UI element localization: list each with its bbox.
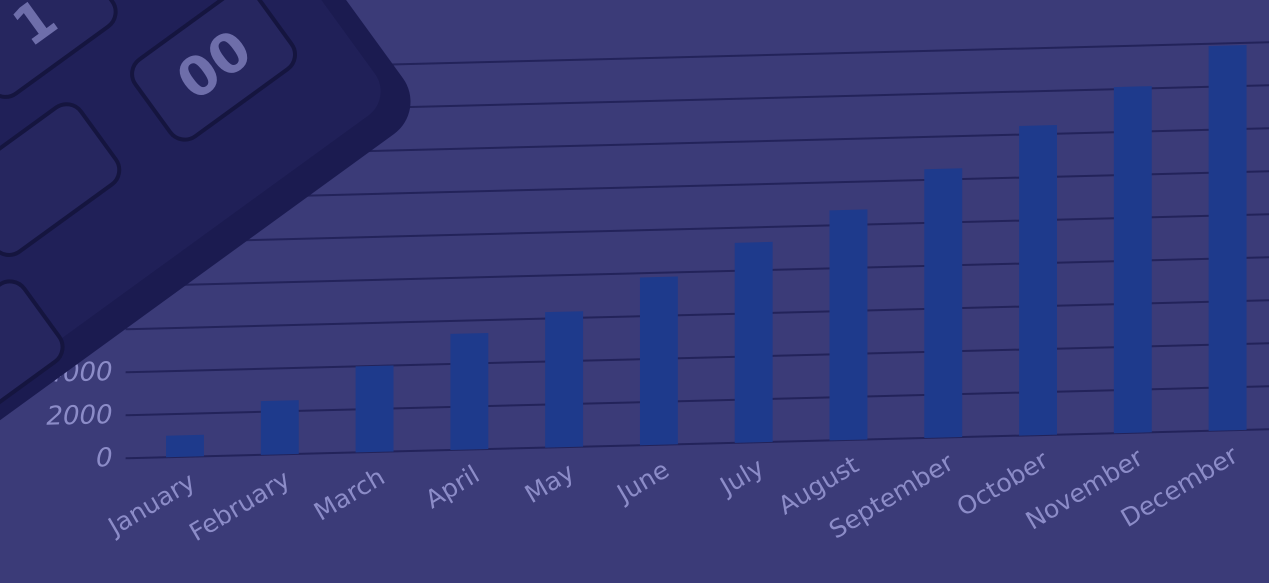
bar — [734, 241, 773, 443]
calculator-key — [0, 0, 118, 99]
bar — [166, 434, 204, 458]
grid-line — [125, 299, 1269, 331]
grid-line — [125, 256, 1269, 288]
calculator-key — [0, 279, 65, 435]
calculator-face — [0, 0, 381, 463]
grid-line — [125, 428, 1269, 460]
calculator-key — [0, 102, 122, 257]
grid-line — [125, 170, 1269, 202]
bar — [639, 276, 678, 446]
bar — [450, 332, 489, 451]
grid-line — [125, 342, 1269, 374]
bar — [924, 168, 963, 439]
calculator-key — [130, 0, 298, 142]
grid-line — [125, 385, 1269, 417]
bar — [829, 209, 868, 441]
bar — [1019, 125, 1057, 436]
y-tick-label: 0 — [96, 443, 113, 473]
bar — [1208, 45, 1247, 431]
grid-line — [125, 213, 1269, 245]
bar — [260, 400, 299, 455]
bar — [355, 365, 394, 453]
calculator: 00 1 — [0, 0, 411, 507]
y-tick-label: 2000 — [46, 400, 112, 432]
bar — [1113, 86, 1152, 434]
bar — [545, 311, 584, 448]
